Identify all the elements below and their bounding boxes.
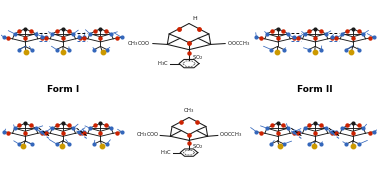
Text: OOCCH$_3$: OOCCH$_3$ bbox=[218, 131, 242, 139]
Text: H$_3$C: H$_3$C bbox=[160, 148, 172, 157]
Text: Form I: Form I bbox=[47, 85, 79, 94]
Text: CH$_3$COO: CH$_3$COO bbox=[127, 39, 151, 48]
Text: Form II: Form II bbox=[297, 85, 333, 94]
Text: H: H bbox=[193, 16, 197, 21]
Text: CH$_3$COO: CH$_3$COO bbox=[136, 131, 160, 139]
Text: SO$_2$: SO$_2$ bbox=[192, 142, 203, 151]
Text: CH$_3$: CH$_3$ bbox=[183, 107, 195, 115]
Text: SO$_2$: SO$_2$ bbox=[192, 53, 203, 62]
Text: H$_3$C: H$_3$C bbox=[157, 59, 169, 68]
Text: OOCCH$_3$: OOCCH$_3$ bbox=[227, 39, 251, 48]
